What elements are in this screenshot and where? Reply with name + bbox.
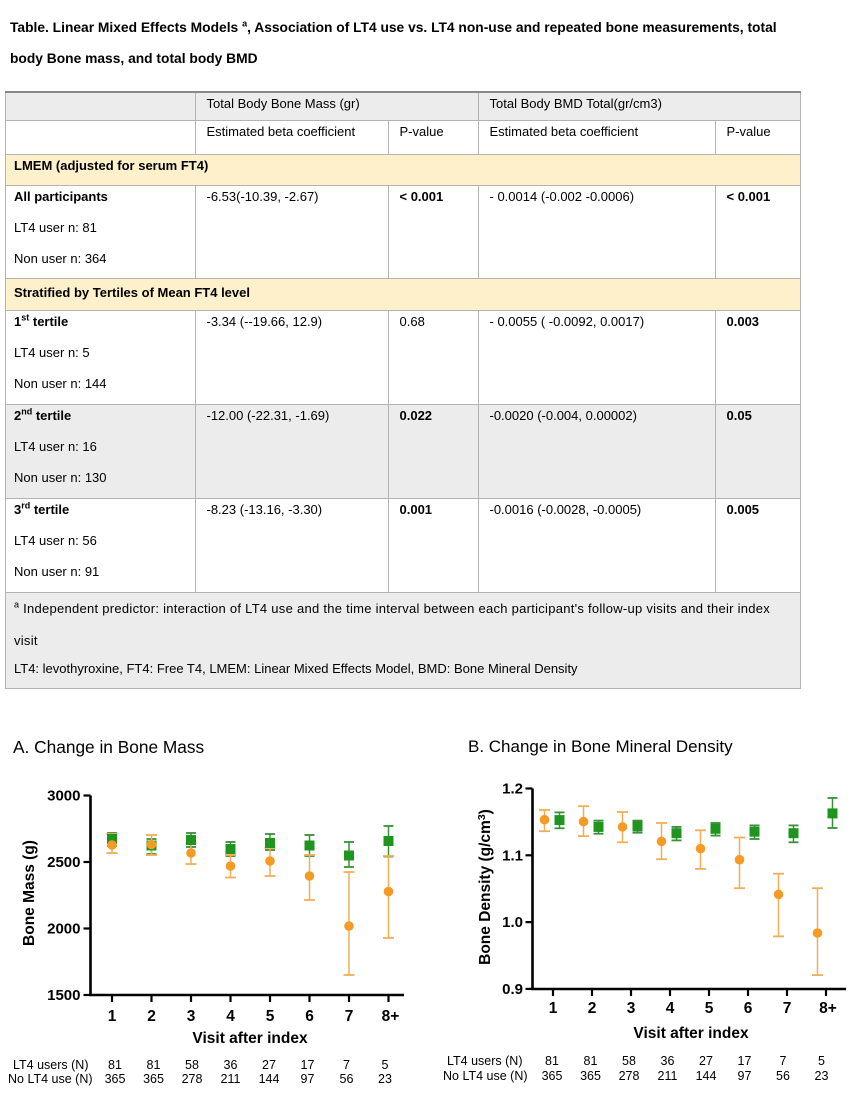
svg-text:1.2: 1.2 <box>502 781 523 798</box>
svg-text:7: 7 <box>783 1000 792 1017</box>
svg-text:56: 56 <box>340 1072 354 1086</box>
svg-text:2500: 2500 <box>47 854 80 871</box>
svg-text:3: 3 <box>187 1008 196 1025</box>
svg-text:2: 2 <box>588 1000 597 1017</box>
svg-text:23: 23 <box>815 1069 829 1083</box>
svg-text:365: 365 <box>542 1069 563 1083</box>
svg-text:36: 36 <box>661 1054 675 1068</box>
svg-text:Bone Density (g/cm3): Bone Density (g/cm3) <box>476 809 494 965</box>
svg-text:7: 7 <box>780 1054 787 1068</box>
svg-text:3000: 3000 <box>47 788 80 805</box>
svg-text:1.0: 1.0 <box>502 914 523 931</box>
svg-text:No LT4 use (N): No LT4 use (N) <box>443 1069 528 1083</box>
svg-text:27: 27 <box>699 1054 713 1068</box>
svg-text:Visit after index: Visit after index <box>633 1025 749 1042</box>
svg-text:97: 97 <box>738 1069 752 1083</box>
svg-text:Bone Mass (g): Bone Mass (g) <box>21 840 38 946</box>
svg-text:81: 81 <box>108 1058 122 1072</box>
svg-text:81: 81 <box>584 1054 598 1068</box>
svg-text:1500: 1500 <box>47 987 80 1004</box>
svg-text:1: 1 <box>108 1008 117 1025</box>
svg-text:6: 6 <box>744 1000 753 1017</box>
svg-text:27: 27 <box>262 1058 276 1072</box>
svg-text:A. Change in Bone Mass: A. Change in Bone Mass <box>13 737 205 757</box>
svg-text:278: 278 <box>619 1069 640 1083</box>
svg-text:4: 4 <box>666 1000 675 1017</box>
svg-text:23: 23 <box>378 1072 392 1086</box>
svg-text:Visit after index: Visit after index <box>192 1030 308 1047</box>
svg-text:5: 5 <box>382 1058 389 1072</box>
svg-text:5: 5 <box>705 1000 714 1017</box>
svg-text:81: 81 <box>545 1054 559 1068</box>
svg-text:58: 58 <box>185 1058 199 1072</box>
svg-text:LT4 users (N): LT4 users (N) <box>13 1058 88 1072</box>
svg-text:144: 144 <box>259 1072 280 1086</box>
svg-text:278: 278 <box>182 1072 203 1086</box>
svg-text:7: 7 <box>343 1058 350 1072</box>
svg-text:7: 7 <box>345 1008 354 1025</box>
svg-text:2: 2 <box>147 1008 156 1025</box>
svg-text:56: 56 <box>776 1069 790 1083</box>
svg-text:5: 5 <box>818 1054 825 1068</box>
svg-text:2000: 2000 <box>47 921 80 938</box>
svg-text:365: 365 <box>105 1072 126 1086</box>
svg-text:58: 58 <box>622 1054 636 1068</box>
svg-text:No LT4 use (N): No LT4 use (N) <box>8 1072 93 1086</box>
svg-text:81: 81 <box>147 1058 161 1072</box>
svg-text:1.1: 1.1 <box>502 847 523 864</box>
svg-text:B. Change in Bone Mineral Dens: B. Change in Bone Mineral Density <box>468 737 733 756</box>
svg-text:365: 365 <box>580 1069 601 1083</box>
svg-text:8+: 8+ <box>382 1008 400 1025</box>
svg-text:365: 365 <box>143 1072 164 1086</box>
svg-text:3: 3 <box>627 1000 636 1017</box>
svg-text:17: 17 <box>301 1058 315 1072</box>
svg-text:0.9: 0.9 <box>502 981 523 998</box>
svg-text:8+: 8+ <box>819 1000 837 1017</box>
svg-text:97: 97 <box>301 1072 315 1086</box>
svg-text:211: 211 <box>221 1072 241 1086</box>
svg-text:6: 6 <box>305 1008 314 1025</box>
svg-text:17: 17 <box>738 1054 752 1068</box>
svg-text:211: 211 <box>658 1069 678 1083</box>
svg-text:4: 4 <box>226 1008 235 1025</box>
svg-text:LT4 users (N): LT4 users (N) <box>447 1054 522 1068</box>
svg-text:36: 36 <box>224 1058 238 1072</box>
svg-text:5: 5 <box>266 1008 275 1025</box>
svg-text:1: 1 <box>549 1000 558 1017</box>
svg-text:144: 144 <box>696 1069 717 1083</box>
